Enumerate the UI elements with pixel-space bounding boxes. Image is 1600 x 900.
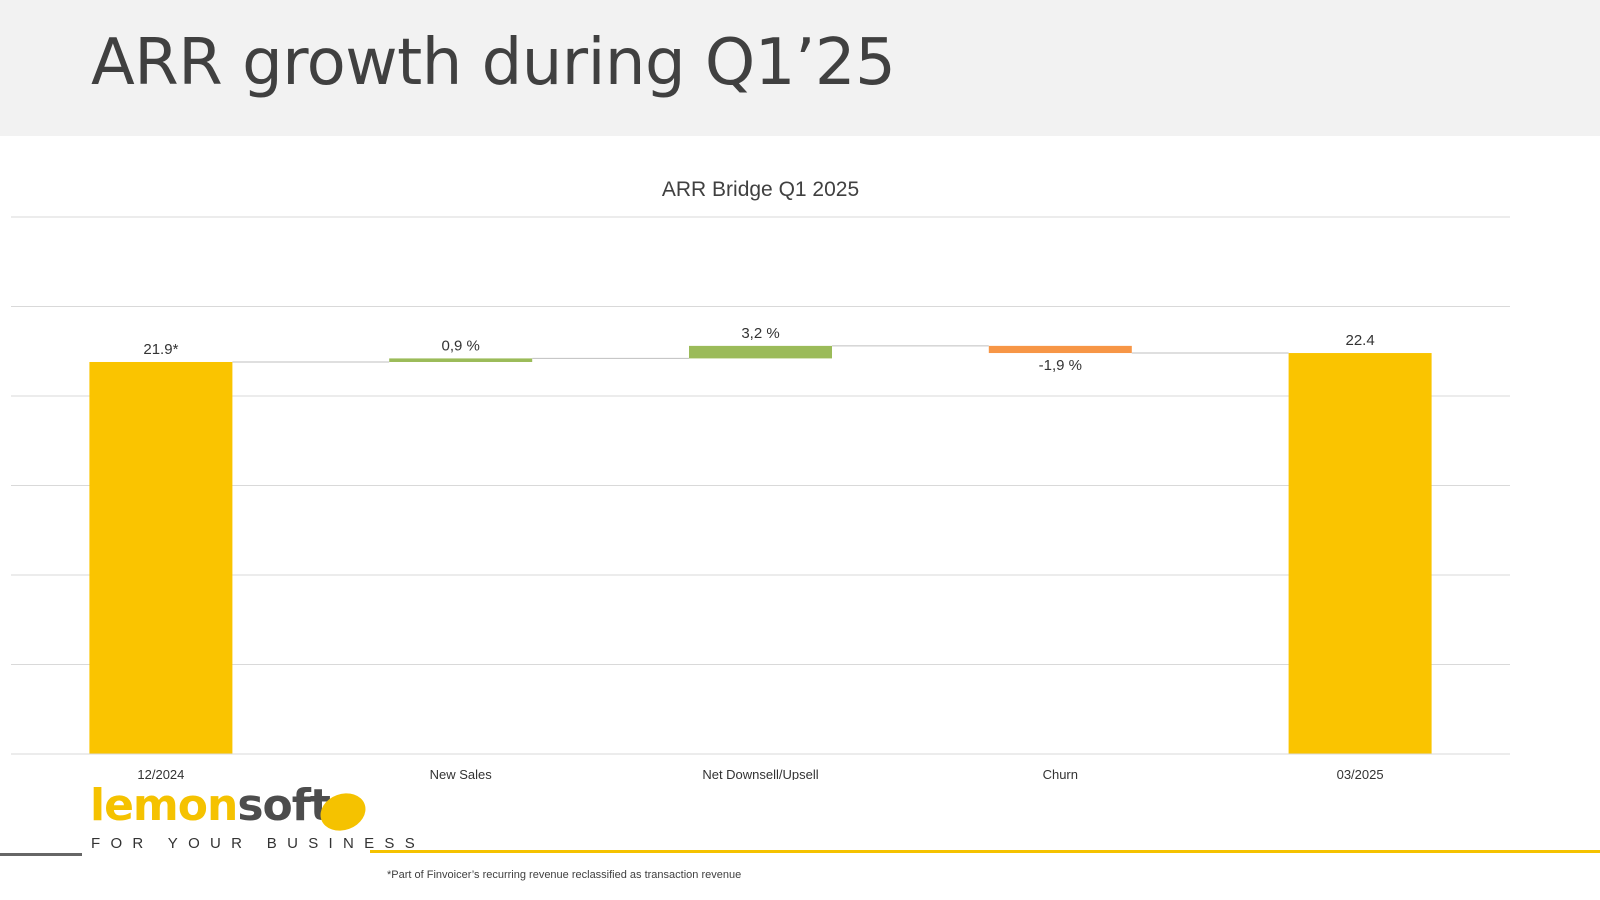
bar-12-2024: [89, 361, 233, 754]
logo-tagline: FOR YOUR BUSINESS: [91, 835, 426, 852]
bar-churn: [988, 345, 1132, 354]
logo-lemon: lemon: [90, 780, 238, 831]
bar-new-sales: [389, 358, 533, 362]
bar-net-downsell-upsell: [689, 345, 832, 359]
x-tick-label: 03/2025: [1337, 767, 1384, 780]
logo-soft: soft: [237, 780, 331, 831]
page-title: ARR growth during Q1’25: [91, 26, 896, 100]
data-label: 3,2 %: [741, 325, 779, 342]
logo-wordmark: lemonsoft: [90, 784, 331, 828]
data-label: 0,9 %: [442, 337, 480, 354]
x-tick-label: Churn: [1043, 767, 1078, 780]
lemonsoft-logo: lemonsoft FOR YOUR BUSINESS: [90, 784, 415, 860]
data-label: -1,9 %: [1039, 357, 1082, 374]
x-tick-label: Net Downsell/Upsell: [702, 767, 818, 780]
footer-line-gray: [0, 853, 82, 856]
waterfall-chart: ARR Bridge Q1 2025 21.9* 12/2024 0,9 % New S…: [11, 178, 1510, 780]
data-label: 21.9*: [143, 341, 178, 358]
title-band: ARR growth during Q1’25: [0, 0, 1600, 136]
footer-line-yellow: [370, 850, 1600, 853]
x-tick-label: New Sales: [430, 767, 493, 780]
bar-03-2025: [1288, 353, 1432, 754]
data-label: 22.4: [1345, 332, 1374, 349]
footnote: *Part of Finvoicer’s recurring revenue r…: [387, 869, 742, 881]
chart-title: ARR Bridge Q1 2025: [662, 178, 859, 201]
x-tick-label: 12/2024: [137, 767, 184, 780]
